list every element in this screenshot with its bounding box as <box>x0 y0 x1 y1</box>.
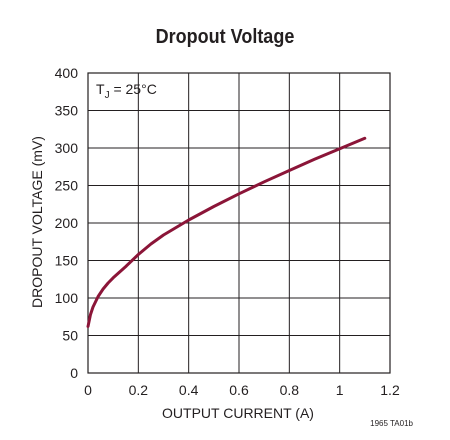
x-axis-label: OUTPUT CURRENT (A) <box>162 405 314 421</box>
temperature-annotation: TJ = 25°C <box>96 81 157 101</box>
y-tick-label: 400 <box>55 65 79 81</box>
y-tick-label: 350 <box>55 103 79 119</box>
y-axis-label: DROPOUT VOLTAGE (mV) <box>29 136 45 308</box>
x-tick-label: 0.4 <box>179 382 199 398</box>
annotation-t: T <box>96 81 105 97</box>
x-tick-label: 0.6 <box>229 382 249 398</box>
x-tick-label: 1 <box>336 382 344 398</box>
y-tick-label: 0 <box>70 365 78 381</box>
grid <box>88 73 390 373</box>
dropout-voltage-curve <box>86 136 367 328</box>
annotation-sub: J <box>105 90 110 101</box>
tick-labels: 0 0.2 0.4 0.6 0.8 1 1.2 0 50 100 150 200 250 300 350 40… <box>55 65 400 398</box>
y-tick-label: 300 <box>55 140 79 156</box>
x-tick-label: 1.2 <box>380 382 400 398</box>
annotation-rest: = 25°C <box>110 81 157 97</box>
y-tick-label: 200 <box>55 215 79 231</box>
plot-frame <box>87 72 391 374</box>
y-tick-label: 50 <box>62 328 78 344</box>
x-tick-label: 0.2 <box>129 382 149 398</box>
y-tick-label: 100 <box>55 290 79 306</box>
chart-title: Dropout Voltage <box>155 26 295 48</box>
y-tick-label: 250 <box>55 178 79 194</box>
figure-code: 1965 TA01b <box>370 419 413 428</box>
x-tick-label: 0.8 <box>280 382 300 398</box>
y-tick-label: 150 <box>55 253 79 269</box>
x-tick-label: 0 <box>84 382 92 398</box>
